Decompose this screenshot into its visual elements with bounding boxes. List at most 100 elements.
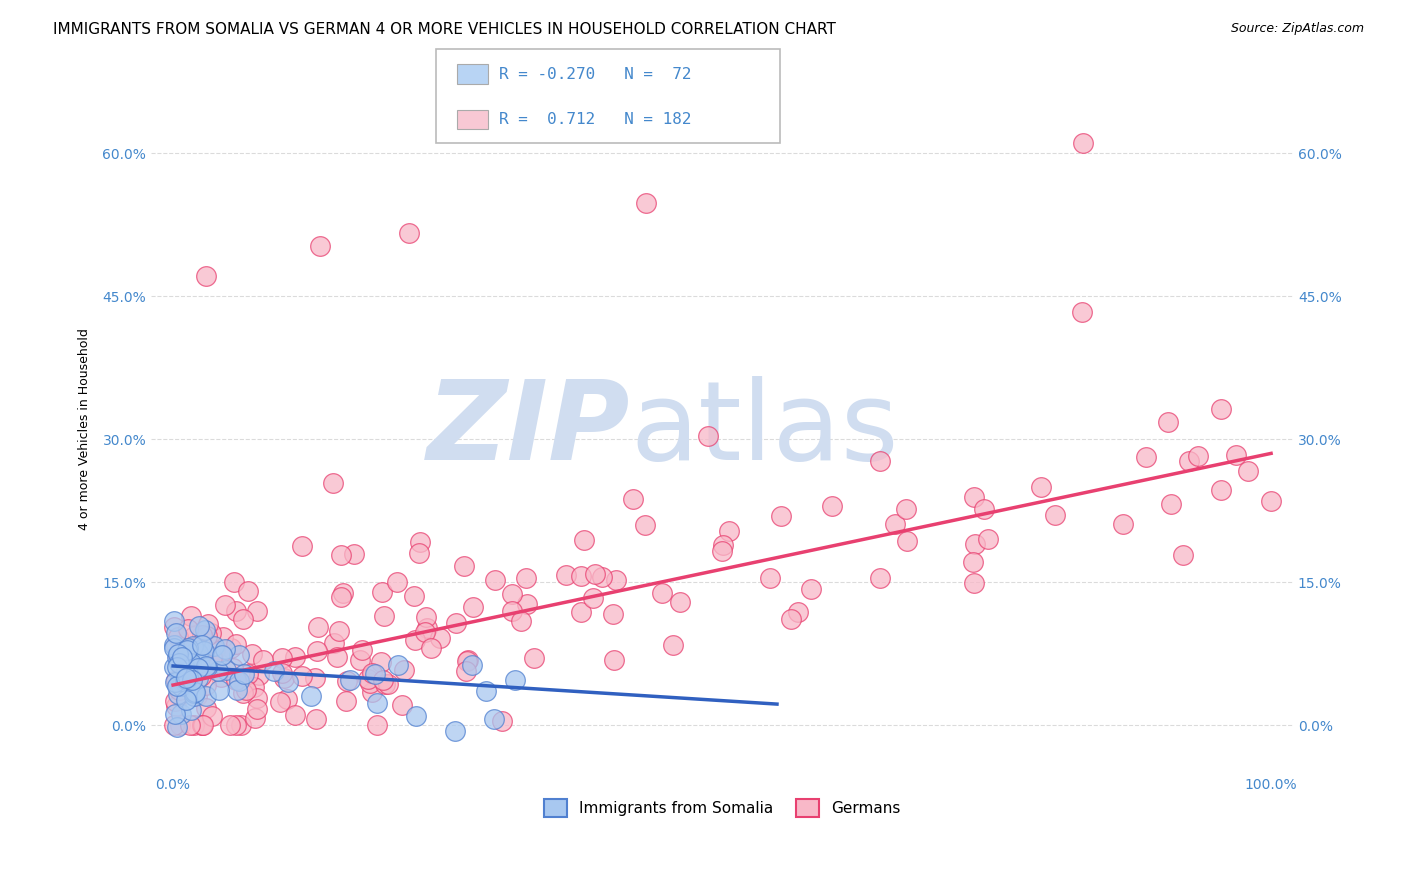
Point	[352, 643, 374, 657]
Point	[190, 669, 212, 683]
Point	[475, 684, 498, 698]
Point	[277, 674, 299, 689]
Point	[461, 658, 484, 673]
Point	[1157, 415, 1180, 429]
Point	[420, 640, 443, 655]
Point	[188, 642, 211, 657]
Point	[166, 660, 188, 674]
Point	[330, 548, 353, 562]
Point	[501, 587, 523, 601]
Point	[821, 499, 844, 513]
Point	[236, 666, 259, 681]
Point	[1211, 483, 1233, 497]
Point	[523, 650, 546, 665]
Point	[621, 492, 644, 507]
Point	[373, 673, 395, 687]
Point	[224, 575, 246, 590]
Point	[461, 599, 484, 614]
Point	[229, 718, 252, 732]
Point	[194, 658, 217, 673]
Point	[1071, 136, 1094, 150]
Point	[343, 547, 366, 561]
Point	[515, 571, 537, 585]
Point	[225, 718, 247, 732]
Point	[370, 655, 392, 669]
Point	[332, 586, 354, 600]
Text: atlas: atlas	[631, 376, 900, 483]
Point	[169, 707, 191, 722]
Point	[1029, 480, 1052, 494]
Point	[366, 696, 388, 710]
Point	[374, 677, 396, 691]
Point	[391, 698, 413, 712]
Point	[413, 625, 436, 640]
Point	[402, 589, 425, 603]
Point	[328, 624, 350, 638]
Point	[209, 670, 232, 684]
Point	[710, 544, 733, 558]
Legend: Immigrants from Somalia, Germans: Immigrants from Somalia, Germans	[537, 793, 907, 823]
Point	[225, 637, 247, 651]
Point	[183, 689, 205, 703]
Point	[770, 508, 793, 523]
Point	[572, 533, 595, 548]
Point	[211, 648, 233, 662]
Point	[226, 683, 249, 698]
Point	[896, 533, 918, 548]
Point	[963, 490, 986, 504]
Point	[323, 636, 346, 650]
Point	[167, 647, 190, 661]
Point	[183, 629, 205, 643]
Point	[581, 591, 603, 605]
Point	[366, 718, 388, 732]
Point	[516, 597, 538, 611]
Point	[228, 673, 250, 688]
Point	[169, 673, 191, 687]
Point	[444, 615, 467, 630]
Point	[166, 650, 188, 665]
Point	[1237, 464, 1260, 478]
Point	[170, 679, 193, 693]
Point	[180, 702, 202, 716]
Text: ZIP: ZIP	[427, 376, 631, 483]
Point	[583, 567, 606, 582]
Point	[1211, 401, 1233, 416]
Point	[252, 652, 274, 666]
Point	[603, 653, 626, 667]
Point	[356, 672, 378, 686]
Point	[453, 559, 475, 574]
Point	[187, 656, 209, 670]
Point	[165, 674, 187, 689]
Point	[392, 663, 415, 677]
Point	[165, 626, 187, 640]
Point	[207, 664, 229, 678]
Point	[180, 656, 202, 670]
Point	[214, 599, 236, 613]
Point	[186, 661, 208, 675]
Point	[780, 612, 803, 626]
Point	[973, 501, 995, 516]
Point	[221, 660, 243, 674]
Point	[1071, 305, 1094, 319]
Point	[869, 571, 891, 585]
Point	[176, 643, 198, 657]
Point	[195, 268, 218, 283]
Point	[176, 622, 198, 636]
Point	[457, 653, 479, 667]
Point	[636, 195, 658, 210]
Point	[373, 609, 395, 624]
Point	[202, 639, 225, 653]
Point	[166, 679, 188, 693]
Point	[245, 691, 267, 706]
Point	[225, 673, 247, 687]
Point	[415, 609, 437, 624]
Point	[270, 666, 292, 681]
Point	[299, 689, 322, 703]
Point	[166, 687, 188, 701]
Point	[232, 667, 254, 681]
Point	[284, 708, 307, 723]
Point	[387, 658, 409, 673]
Text: R = -0.270   N =  72: R = -0.270 N = 72	[499, 67, 692, 81]
Point	[184, 645, 207, 659]
Point	[276, 692, 298, 706]
